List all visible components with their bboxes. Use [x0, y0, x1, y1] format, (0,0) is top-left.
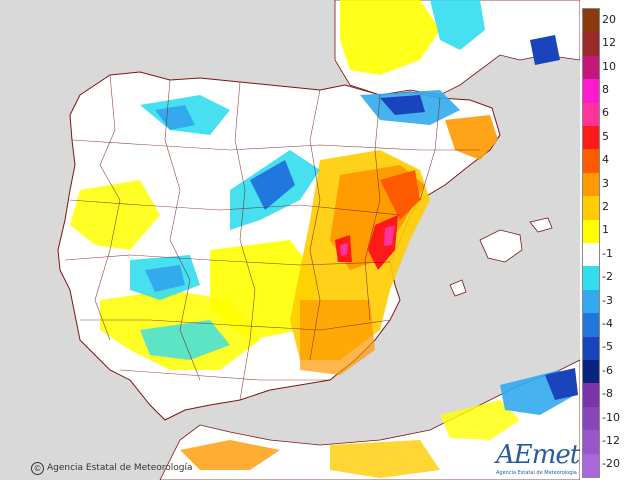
legend-label: 4	[602, 153, 609, 167]
legend-label: 12	[602, 36, 616, 50]
legend-color-bar	[582, 8, 600, 478]
logo-subtitle: Agencia Estatal de Meteorología	[496, 470, 577, 476]
legend-swatch	[583, 336, 599, 361]
legend-swatch	[583, 79, 599, 104]
copyright-icon: ©	[31, 462, 44, 475]
aemet-logo: AEmet Agencia Estatal de Meteorología	[492, 440, 580, 480]
legend-label: 3	[602, 176, 609, 190]
legend: 20 12 10 8 6 5 4 3 2 1 -1 -2 -3 -4 -5 -6 -8 -10 -12 -20	[582, 8, 630, 478]
legend-label: 8	[602, 82, 609, 96]
legend-label: -2	[602, 270, 613, 284]
legend-swatch	[583, 102, 599, 127]
legend-swatch	[583, 406, 599, 431]
legend-swatch	[583, 32, 599, 57]
anomaly-map	[0, 0, 580, 480]
legend-swatch	[583, 289, 599, 314]
legend-swatch	[583, 453, 599, 478]
menorca-island	[529, 217, 553, 233]
mallorca-island	[479, 229, 523, 263]
legend-swatch	[583, 313, 599, 338]
legend-swatch	[583, 126, 599, 150]
legend-label: -20	[602, 457, 620, 471]
legend-label: -3	[602, 293, 613, 307]
legend-label: -10	[602, 410, 620, 424]
legend-label: -1	[602, 246, 613, 260]
legend-label: -6	[602, 363, 613, 377]
legend-label: -8	[602, 387, 613, 401]
legend-label: 6	[602, 106, 609, 120]
legend-swatch	[583, 9, 599, 33]
legend-label: 20	[602, 12, 616, 26]
legend-swatch	[583, 243, 599, 267]
legend-swatch	[583, 360, 599, 384]
logo-name: AEmet	[496, 440, 580, 470]
legend-swatch	[583, 55, 599, 80]
legend-label: -4	[602, 316, 613, 330]
legend-label: 10	[602, 59, 616, 73]
legend-label: 5	[602, 129, 609, 143]
legend-swatch	[583, 172, 599, 197]
province-borders	[64, 74, 480, 401]
ibiza-island	[449, 279, 467, 297]
copyright-text: Agencia Estatal de Meteorología	[47, 463, 193, 473]
legend-swatch	[583, 196, 599, 221]
legend-label: -12	[602, 433, 620, 447]
legend-swatch	[583, 383, 599, 408]
warm-anomaly-areas	[70, 0, 520, 478]
legend-swatch	[583, 266, 599, 291]
legend-label: 2	[602, 199, 609, 213]
legend-swatch	[583, 430, 599, 455]
legend-swatch	[583, 219, 599, 244]
legend-label: -5	[602, 340, 613, 354]
legend-label: 1	[602, 223, 609, 237]
cool-anomaly-areas	[130, 0, 578, 415]
legend-swatch	[583, 149, 599, 174]
